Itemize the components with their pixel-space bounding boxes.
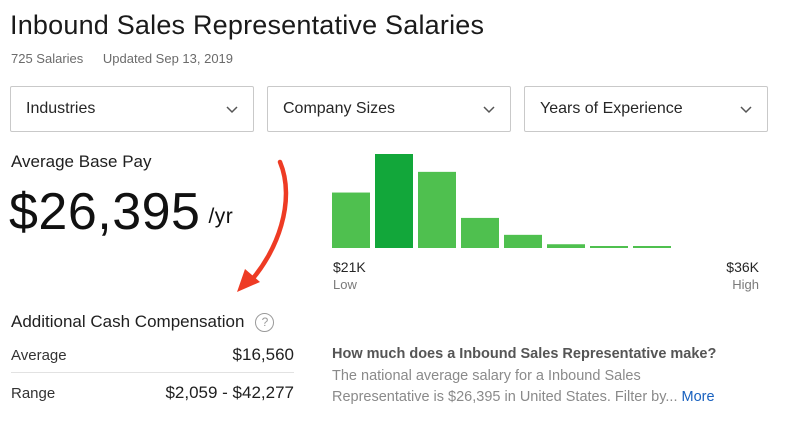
about-question: How much does a Inbound Sales Representa…	[332, 346, 717, 362]
histogram-low-label: Low	[333, 277, 357, 292]
about-text-line1: The national average salary for a Inboun…	[332, 368, 641, 384]
average-base-pay-value: $26,395/yr	[9, 182, 233, 242]
range-value: $2,059 - $42,277	[165, 383, 294, 402]
about-text-line2: Representative is $26,395 in United Stat…	[332, 389, 678, 405]
histogram-high-value: $36K	[726, 259, 759, 275]
range-label: Range	[11, 384, 56, 402]
about-description: The national average salary for a Inboun…	[332, 366, 772, 408]
salary-count: 725 Salaries	[11, 51, 84, 66]
histogram-bar	[633, 246, 671, 248]
histogram-bar	[375, 154, 413, 248]
additional-comp-average-row: Average $16,560	[11, 345, 294, 365]
base-pay-amount: $26,395	[9, 183, 201, 241]
histogram-high-label: High	[732, 277, 759, 292]
industries-dropdown-label: Industries	[26, 100, 96, 117]
more-link[interactable]: More	[681, 389, 715, 405]
average-value: $16,560	[232, 345, 294, 364]
chevron-down-icon	[483, 106, 495, 114]
company-sizes-dropdown[interactable]: Company Sizes	[267, 86, 511, 132]
divider	[11, 372, 294, 373]
histogram-bar	[332, 192, 370, 248]
salary-histogram	[332, 154, 671, 248]
histogram-bar	[504, 234, 542, 248]
page-meta: 725 Salaries Updated Sep 13, 2019	[11, 51, 233, 66]
company-sizes-dropdown-label: Company Sizes	[283, 100, 396, 117]
average-base-pay-label: Average Base Pay	[11, 152, 152, 171]
page-title: Inbound Sales Representative Salaries	[10, 10, 485, 40]
chevron-down-icon	[226, 106, 238, 114]
average-label: Average	[11, 346, 67, 364]
additional-comp-range-row: Range $2,059 - $42,277	[11, 383, 294, 403]
annotation-arrow-icon	[237, 159, 289, 292]
additional-comp-title-text: Additional Cash Compensation	[11, 312, 245, 331]
industries-dropdown[interactable]: Industries	[10, 86, 254, 132]
years-experience-dropdown-label: Years of Experience	[540, 100, 683, 117]
histogram-bar	[590, 246, 628, 248]
years-experience-dropdown[interactable]: Years of Experience	[524, 86, 768, 132]
chevron-down-icon	[740, 106, 752, 114]
histogram-low-value: $21K	[333, 259, 366, 275]
histogram-bar	[547, 244, 585, 248]
base-pay-unit: /yr	[208, 205, 234, 228]
histogram-bar	[461, 217, 499, 248]
histogram-bar	[418, 171, 456, 248]
updated-date: Updated Sep 13, 2019	[102, 51, 234, 66]
additional-comp-title: Additional Cash Compensation ?	[11, 312, 275, 332]
question-mark-icon[interactable]: ?	[255, 312, 275, 332]
